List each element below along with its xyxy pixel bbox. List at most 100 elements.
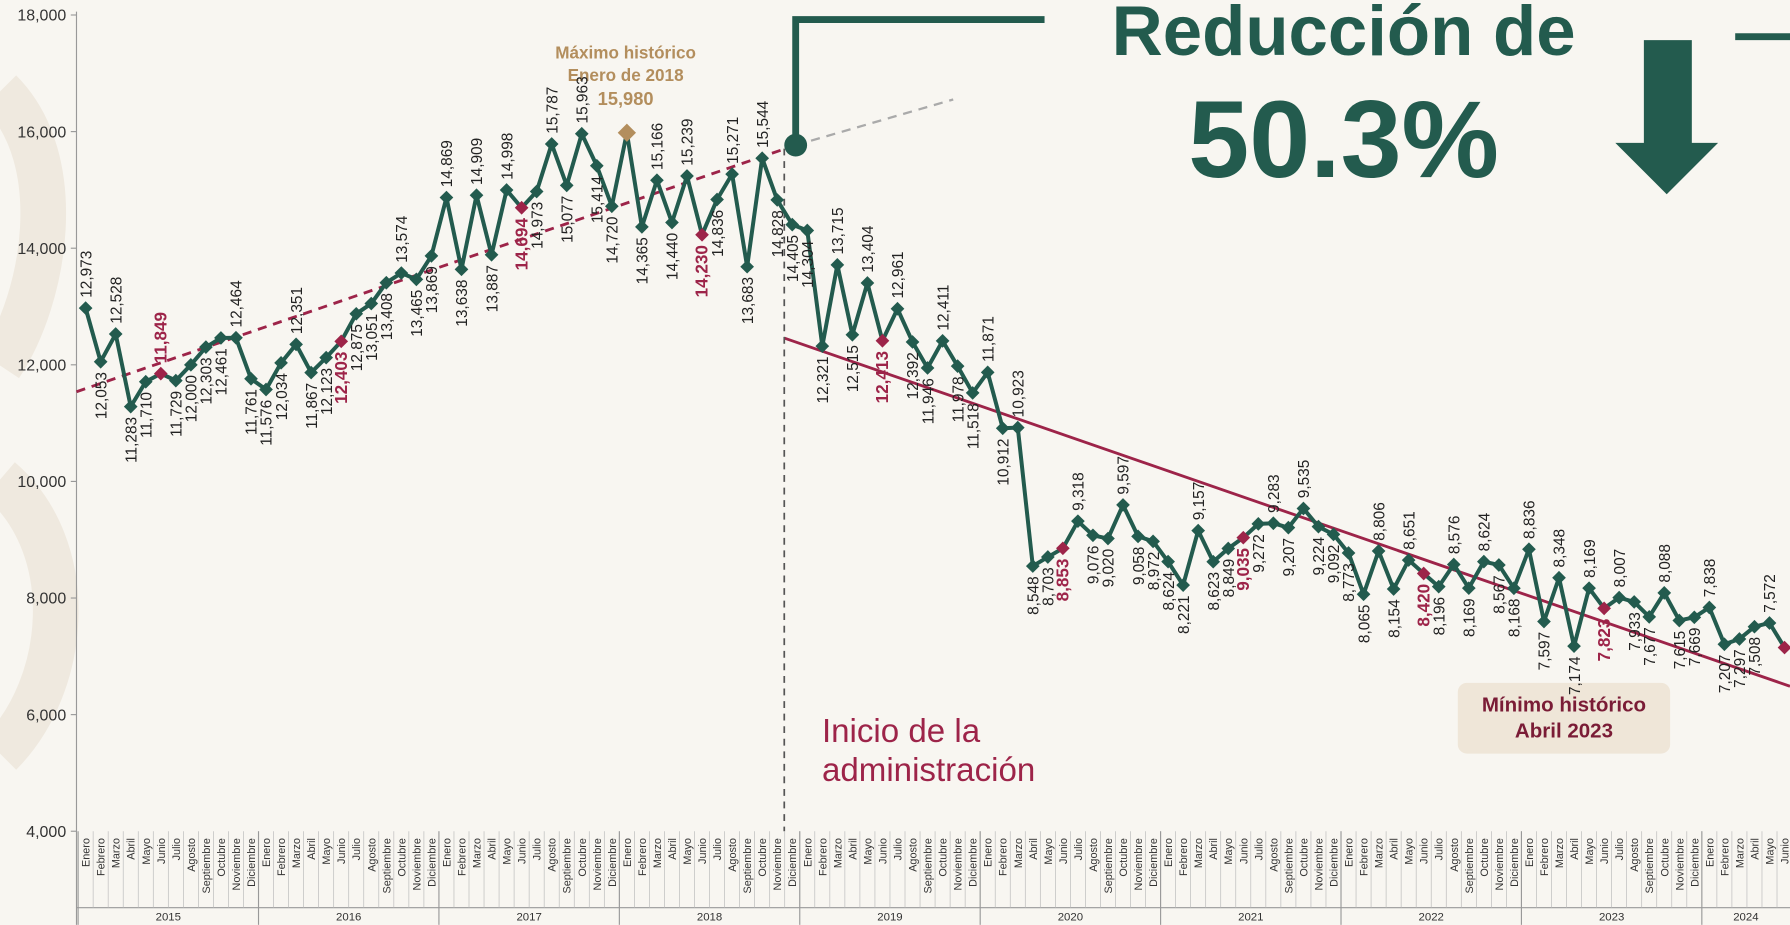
- value-label: 13,683: [740, 277, 757, 324]
- x-tick-label: Noviembre: [592, 838, 604, 890]
- min-title: Mínimo histórico: [1482, 693, 1646, 716]
- value-label: 13,887: [484, 265, 501, 312]
- value-label: 12,461: [214, 348, 231, 395]
- x-tick-label: Septiembre: [201, 838, 213, 893]
- value-label: 7,838: [1702, 559, 1719, 598]
- value-label: 13,715: [830, 207, 847, 254]
- x-tick-label: Octubre: [938, 838, 950, 877]
- x-tick-label: Septiembre: [1644, 838, 1656, 893]
- value-label: 8,348: [1552, 529, 1569, 568]
- value-label: 14,720: [605, 217, 622, 264]
- value-label: 9,157: [1191, 482, 1208, 521]
- x-tick-label: Abril: [126, 838, 138, 860]
- x-tick-label: Junio: [1419, 838, 1431, 864]
- x-tick-label: Diciembre: [968, 838, 980, 887]
- value-label: 14,836: [710, 210, 727, 257]
- year-label: 2020: [1058, 911, 1083, 923]
- x-tick-label: Diciembre: [607, 838, 619, 887]
- value-label: 14,304: [800, 240, 817, 288]
- value-label: 12,413: [873, 351, 892, 403]
- x-tick-label: Febrero: [1178, 838, 1190, 876]
- x-tick-label: Enero: [261, 838, 273, 867]
- x-tick-label: Diciembre: [1148, 838, 1160, 887]
- x-tick-label: Abril: [1208, 838, 1220, 860]
- x-tick-label: Febrero: [276, 838, 288, 876]
- x-tick-label: Junio: [517, 838, 529, 864]
- x-tick-label: Septiembre: [923, 838, 935, 893]
- value-label: 15,787: [544, 87, 561, 134]
- x-tick-label: Julio: [1434, 838, 1446, 860]
- x-tick-label: Marzo: [472, 838, 484, 868]
- x-tick-label: Noviembre: [953, 838, 965, 890]
- x-tick-label: Noviembre: [231, 838, 243, 890]
- x-tick-label: Mayo: [321, 838, 333, 864]
- y-tick-label: 14,000: [17, 241, 66, 258]
- x-tick-label: Enero: [983, 838, 995, 867]
- value-label: 8,196: [1431, 597, 1448, 636]
- x-tick-label: Mayo: [502, 838, 514, 864]
- value-label: 11,946: [920, 378, 937, 424]
- page: Reducción de 50.3% Máximo histórico Ener…: [0, 0, 1790, 925]
- x-tick-label: Marzo: [1013, 838, 1025, 868]
- x-tick-label: Julio: [351, 838, 363, 860]
- value-label: 7,823: [1595, 619, 1614, 662]
- x-tick-label: Enero: [1704, 838, 1716, 867]
- y-tick-label: 12,000: [17, 358, 66, 375]
- max-value: 15,980: [598, 88, 654, 109]
- x-tick-label: Marzo: [1193, 838, 1205, 868]
- value-label: 15,166: [650, 123, 667, 170]
- value-label: 15,963: [574, 76, 591, 123]
- year-label: 2021: [1238, 911, 1263, 923]
- x-tick-label: Septiembre: [562, 838, 574, 893]
- x-tick-label: Julio: [892, 838, 904, 860]
- x-tick-label: Octubre: [396, 838, 408, 877]
- x-tick-label: Diciembre: [1689, 838, 1701, 887]
- value-label: 8,773: [1341, 563, 1358, 602]
- x-tick-label: Noviembre: [772, 838, 784, 890]
- x-tick-label: Marzo: [1734, 838, 1746, 868]
- value-label: 12,034: [274, 373, 291, 421]
- x-tick-label: Julio: [712, 838, 724, 860]
- x-tick-label: Noviembre: [1313, 838, 1325, 890]
- value-label: 9,207: [1281, 538, 1298, 577]
- x-tick-label: Febrero: [456, 838, 468, 876]
- value-label: 7,572: [1762, 574, 1779, 613]
- x-tick-label: Abril: [667, 838, 679, 860]
- year-label: 2017: [516, 911, 541, 923]
- max-title: Máximo histórico: [555, 43, 696, 62]
- value-label: 8,624: [1477, 512, 1494, 551]
- x-tick-label: Agosto: [1449, 838, 1461, 872]
- year-label: 2018: [697, 911, 722, 923]
- value-label: 7,669: [1687, 628, 1704, 667]
- value-label: 15,544: [755, 100, 772, 148]
- x-tick-label: Noviembre: [1494, 838, 1506, 890]
- value-label: 8,836: [1522, 500, 1539, 539]
- x-tick-label: Diciembre: [1328, 838, 1340, 887]
- value-label: 11,849: [151, 312, 170, 363]
- value-label: 12,053: [93, 372, 110, 419]
- x-tick-label: Diciembre: [787, 838, 799, 887]
- min-subtitle: Abril 2023: [1515, 720, 1613, 743]
- x-tick-label: Octubre: [1479, 838, 1491, 877]
- x-tick-label: Marzo: [291, 838, 303, 868]
- y-tick-label: 6,000: [26, 707, 66, 724]
- value-label: 9,283: [1266, 474, 1283, 513]
- x-tick-label: Febrero: [817, 838, 829, 876]
- x-tick-label: Febrero: [998, 838, 1010, 876]
- x-tick-label: Febrero: [1539, 838, 1551, 876]
- x-tick-label: Enero: [1163, 838, 1175, 867]
- y-tick-label: 4,000: [26, 824, 66, 841]
- x-tick-label: Octubre: [577, 838, 589, 877]
- value-label: 14,365: [635, 237, 652, 284]
- x-tick-label: Octubre: [757, 838, 769, 877]
- x-tick-label: Octubre: [1659, 838, 1671, 877]
- value-label: 10,923: [1010, 370, 1027, 417]
- x-tick-label: Marzo: [832, 838, 844, 868]
- value-label: 13,638: [454, 280, 471, 327]
- x-tick-label: Abril: [1569, 838, 1581, 860]
- value-label: 8,651: [1401, 511, 1418, 550]
- year-label: 2016: [336, 911, 361, 923]
- value-label: 15,239: [680, 119, 697, 166]
- value-label: 8,007: [1612, 549, 1629, 588]
- x-tick-label: Febrero: [637, 838, 649, 876]
